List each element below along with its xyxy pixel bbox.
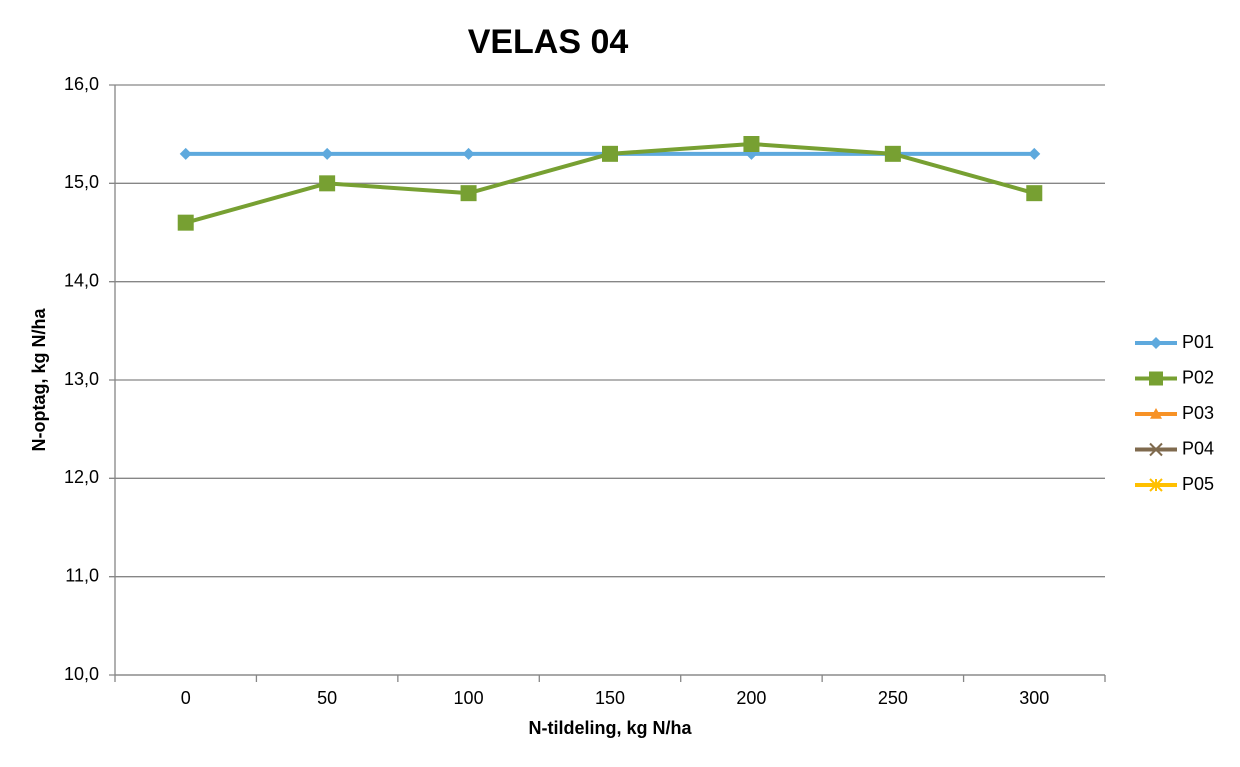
marker bbox=[1149, 442, 1163, 457]
x-tick-label: 100 bbox=[454, 688, 484, 708]
x-tick-label: 0 bbox=[181, 688, 191, 708]
marker bbox=[1150, 337, 1162, 349]
marker bbox=[1028, 147, 1041, 160]
legend-label: P04 bbox=[1182, 438, 1214, 458]
legend-label: P05 bbox=[1182, 474, 1214, 494]
y-tick-label: 10,0 bbox=[64, 664, 99, 684]
marker bbox=[1026, 185, 1043, 202]
marker bbox=[743, 136, 760, 152]
y-tick-label: 14,0 bbox=[64, 270, 99, 290]
y-tick-label: 12,0 bbox=[64, 467, 99, 487]
y-tick-label: 11,0 bbox=[65, 565, 99, 585]
marker bbox=[321, 147, 334, 160]
x-tick-label: 200 bbox=[736, 688, 766, 708]
x-tick-label: 300 bbox=[1019, 688, 1049, 708]
y-tick-label: 13,0 bbox=[64, 369, 99, 389]
x-tick-label: 50 bbox=[317, 688, 337, 708]
x-tick-label: 250 bbox=[878, 688, 908, 708]
marker bbox=[602, 145, 618, 162]
marker bbox=[319, 175, 336, 192]
marker bbox=[177, 214, 194, 231]
legend-label: P02 bbox=[1182, 367, 1214, 387]
marker bbox=[1149, 478, 1163, 492]
legend-label: P03 bbox=[1182, 403, 1214, 423]
marker bbox=[884, 145, 901, 162]
y-tick-label: 15,0 bbox=[64, 172, 99, 192]
x-axis-label: N-tildeling, kg N/ha bbox=[528, 718, 692, 738]
marker bbox=[460, 185, 477, 202]
chart-title: VELAS 04 bbox=[468, 23, 629, 61]
y-axis-label: N-optag, kg N/ha bbox=[29, 308, 49, 452]
marker bbox=[1149, 371, 1163, 386]
legend-label: P01 bbox=[1182, 332, 1214, 352]
marker bbox=[1150, 408, 1162, 419]
marker bbox=[462, 147, 475, 160]
marker bbox=[179, 147, 192, 160]
y-tick-label: 16,0 bbox=[64, 74, 99, 94]
x-tick-label: 150 bbox=[595, 688, 625, 708]
